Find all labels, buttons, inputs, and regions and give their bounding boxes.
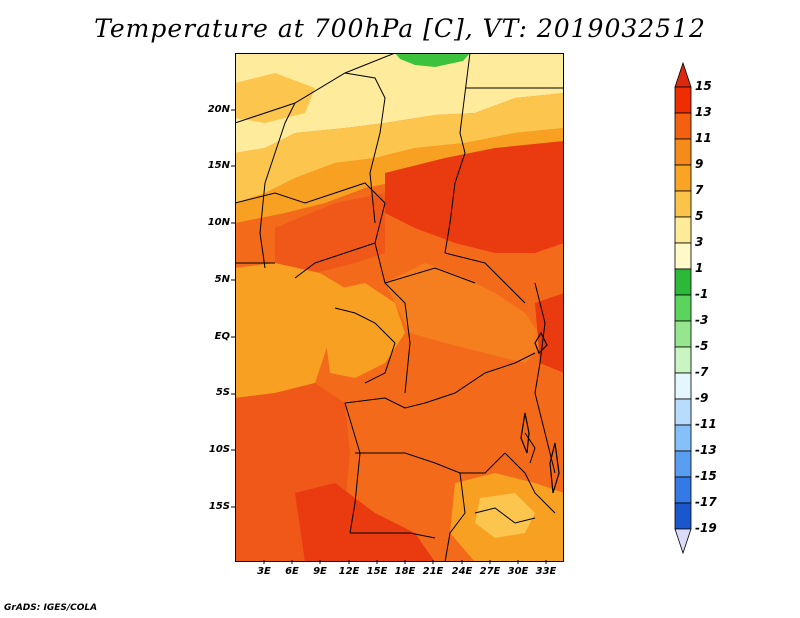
x-tick-label: 6E	[285, 566, 299, 577]
grads-credit: GrADS: IGES/COLA	[4, 603, 98, 613]
y-tick-label: 10S	[208, 444, 230, 455]
y-tick-label: 15N	[207, 160, 230, 171]
colorbar-tick-label: -1	[695, 287, 709, 301]
x-tick-label: 12E	[338, 566, 360, 577]
region-light-north	[235, 93, 564, 203]
region-green-top	[395, 53, 470, 67]
x-tick-label: 33E	[535, 566, 557, 577]
colorbar-segment	[674, 398, 692, 426]
colorbar-tick-label: -17	[695, 495, 717, 509]
colorbar-segment	[674, 320, 692, 348]
colorbar-tick-label: 7	[695, 183, 704, 197]
region-pale-north	[235, 53, 564, 153]
y-tick-label: 15S	[208, 501, 230, 512]
colorbar-under-triangle	[674, 528, 692, 555]
region-dark-center-north	[385, 141, 564, 253]
colorbar-tick-label: -15	[695, 469, 717, 483]
y-tick-label: 5N	[214, 274, 230, 285]
x-tick-label: 27E	[479, 566, 501, 577]
colorbar-segment	[674, 268, 692, 296]
y-tick-label: 10N	[207, 217, 230, 228]
colorbar-segment	[674, 346, 692, 374]
map-frame-border	[235, 53, 564, 562]
temperature-map	[235, 53, 564, 562]
colorbar-tick-label: -3	[695, 313, 709, 327]
colorbar-segment	[674, 112, 692, 140]
x-tick-label: 18E	[394, 566, 416, 577]
colorbar-tick-label: 1	[695, 261, 704, 275]
y-tick-label: 5S	[215, 387, 230, 398]
x-tick-label: 30E	[507, 566, 529, 577]
colorbar-tick-label: -19	[695, 521, 717, 535]
x-tick-label: 15E	[366, 566, 388, 577]
colorbar-over-triangle	[674, 62, 692, 88]
region-light-west	[235, 73, 315, 123]
colorbar-tick-label: 11	[695, 131, 712, 145]
y-tick-marks	[231, 109, 235, 508]
x-tick-label: 9E	[313, 566, 327, 577]
colorbar-tick-label: -5	[695, 339, 709, 353]
colorbar-segment	[674, 138, 692, 166]
colorbar-tick-label: 15	[695, 79, 712, 93]
lakes	[520, 331, 560, 494]
colorbar-segment	[674, 450, 692, 478]
region-orange-west	[235, 263, 345, 398]
colorbar-tick-label: 13	[695, 105, 712, 119]
colorbar-tick-label: -9	[695, 391, 709, 405]
colorbar-tick-label: 3	[695, 235, 704, 249]
colorbar-segment	[674, 164, 692, 192]
colorbar-segment	[674, 216, 692, 244]
region-dark-sahel	[275, 193, 385, 273]
colorbar-tick-label: 5	[695, 209, 704, 223]
region-darkest-south	[295, 483, 435, 562]
colorbar-segment	[674, 372, 692, 400]
colorbar-tick-label: -11	[695, 417, 717, 431]
colorbar-segment	[674, 294, 692, 322]
y-tick-label: 20N	[207, 104, 230, 115]
colorbar-segment	[674, 86, 692, 114]
x-tick-label: 3E	[257, 566, 271, 577]
colorbar-tick-label: -13	[695, 443, 717, 457]
colorbar	[674, 62, 692, 555]
chart-title: Temperature at 700hPa [C], VT: 201903251…	[94, 14, 706, 43]
colorbar-tick-label: 9	[695, 157, 704, 171]
x-tick-label: 24E	[451, 566, 473, 577]
x-tick-label: 21E	[422, 566, 444, 577]
colorbar-segment	[674, 502, 692, 530]
region-mid-basin	[385, 263, 545, 363]
y-tick-label: EQ	[214, 331, 230, 342]
colorbar-segment	[674, 190, 692, 218]
colorbar-segment	[674, 242, 692, 270]
colorbar-segment	[674, 424, 692, 452]
colorbar-tick-label: -7	[695, 365, 709, 379]
x-tick-marks	[263, 560, 547, 564]
colorbar-segment	[674, 476, 692, 504]
region-orange-gulf	[320, 283, 405, 378]
